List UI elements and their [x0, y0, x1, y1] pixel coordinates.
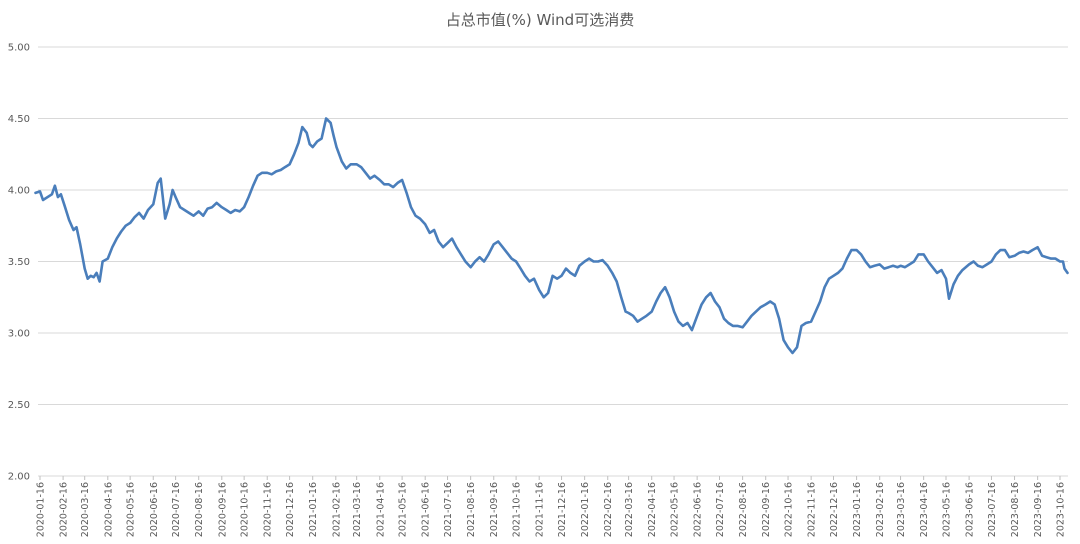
x-tick-label: 2023-09-16 [1033, 482, 1044, 537]
x-tick-label: 2023-04-16 [919, 482, 930, 537]
x-tick-label: 2020-02-16 [59, 482, 70, 537]
y-axis: 2.00 2.50 3.00 3.50 4.00 4.50 5.00 [8, 43, 30, 483]
x-tick-label: 2021-01-16 [308, 482, 319, 537]
x-tick-label: 2021-05-16 [398, 482, 409, 537]
x-tick-label: 2022-10-16 [784, 482, 795, 537]
gridlines [38, 46, 1068, 477]
x-tick-label: 2021-04-16 [375, 482, 386, 537]
y-tick-label: 2.50 [8, 400, 30, 411]
x-axis: 2020-01-16 2020-02-16 2020-03-16 2020-04-16… [36, 476, 1067, 537]
x-tick-label: 2022-09-16 [761, 482, 772, 537]
x-tick-label: 2022-02-16 [603, 482, 614, 537]
x-tick-label: 2020-09-16 [217, 482, 228, 537]
x-tick-label: 2023-01-16 [852, 482, 863, 537]
x-tick-label: 2022-07-16 [715, 482, 726, 537]
x-tick-label: 2022-03-16 [624, 482, 635, 537]
x-tick-label: 2020-01-16 [36, 482, 47, 537]
series-line [34, 117, 1069, 355]
y-tick-label: 4.50 [8, 114, 30, 125]
x-tick-label: 2021-03-16 [352, 482, 363, 537]
x-tick-label: 2020-11-16 [263, 482, 274, 537]
x-tick-label: 2020-12-16 [285, 482, 296, 537]
y-tick-label: 2.00 [8, 472, 30, 483]
y-tick-label: 4.00 [8, 186, 30, 197]
x-tick-label: 2020-08-16 [194, 482, 205, 537]
y-tick-label: 5.00 [8, 43, 30, 54]
x-tick-label: 2020-03-16 [80, 482, 91, 537]
x-tick-label: 2020-05-16 [126, 482, 137, 537]
x-tick-label: 2021-06-16 [421, 482, 432, 537]
x-tick-label: 2022-04-16 [647, 482, 658, 537]
series-layer [34, 117, 1069, 355]
x-tick-label: 2023-10-16 [1056, 482, 1067, 537]
x-tick-label: 2020-06-16 [149, 482, 160, 537]
y-tick-label: 3.50 [8, 257, 30, 268]
x-tick-label: 2022-05-16 [670, 482, 681, 537]
x-tick-label: 2023-03-16 [896, 482, 907, 537]
x-tick-label: 2023-05-16 [942, 482, 953, 537]
x-tick-label: 2023-06-16 [965, 482, 976, 537]
y-tick-label: 3.00 [8, 329, 30, 340]
x-tick-label: 2020-10-16 [240, 482, 251, 537]
x-tick-label: 2021-10-16 [512, 482, 523, 537]
x-tick-label: 2021-12-16 [557, 482, 568, 537]
x-tick-label: 2021-08-16 [466, 482, 477, 537]
x-tick-label: 2020-07-16 [171, 482, 182, 537]
x-tick-label: 2020-04-16 [103, 482, 114, 537]
x-tick-label: 2022-06-16 [693, 482, 704, 537]
x-tick-label: 2023-08-16 [1010, 482, 1021, 537]
x-tick-label: 2021-11-16 [535, 482, 546, 537]
x-tick-label: 2022-08-16 [738, 482, 749, 537]
x-tick-label: 2022-12-16 [829, 482, 840, 537]
x-tick-label: 2023-07-16 [987, 482, 998, 537]
x-tick-label: 2021-02-16 [331, 482, 342, 537]
x-tick-label: 2021-07-16 [443, 482, 454, 537]
x-tick-label: 2023-02-16 [875, 482, 886, 537]
x-tick-label: 2021-09-16 [489, 482, 500, 537]
x-tick-label: 2022-01-16 [580, 482, 591, 537]
chart-title: 占总市值(%) Wind可选消费 [445, 11, 635, 29]
x-tick-label: 2022-11-16 [807, 482, 818, 537]
